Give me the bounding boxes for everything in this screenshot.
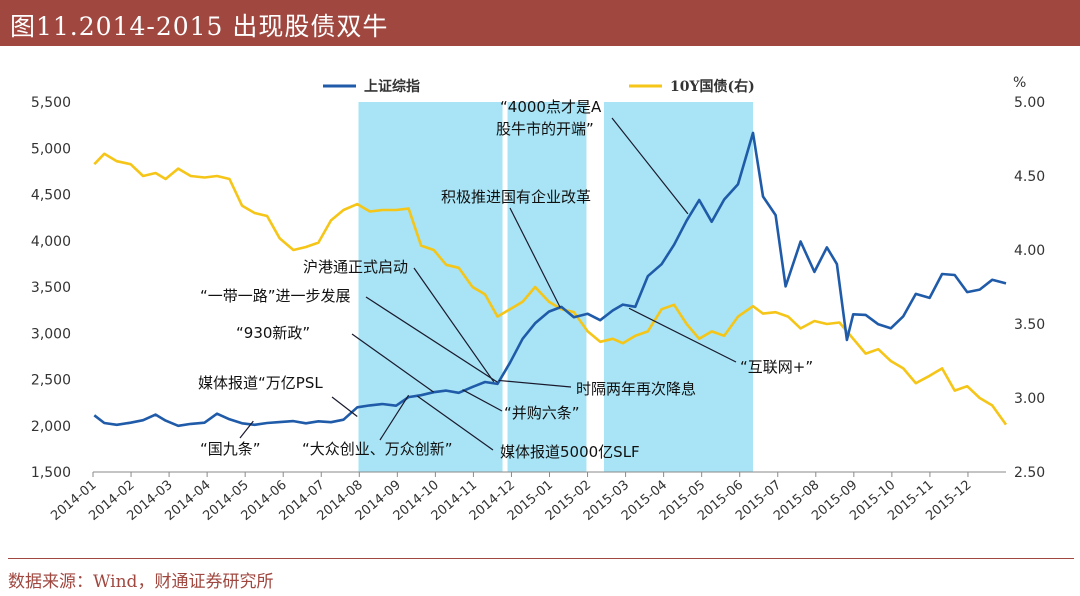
highlight-band [358, 102, 503, 472]
annotation-leader [379, 394, 410, 441]
y-left-tick-label: 1,500 [31, 465, 71, 481]
annotation-leader [239, 420, 254, 439]
y-left-tick-label: 4,000 [31, 234, 71, 250]
annotation-label: “并购六条” [504, 404, 580, 422]
annotation-leader [509, 207, 561, 308]
annotation-leader [413, 267, 495, 383]
y-right-tick-label: 4.00 [1014, 243, 1045, 259]
annotation-label: 时隔两年再次降息 [576, 380, 696, 398]
chart-title: 图11.2014-2015 出现股债双牛 [10, 12, 389, 41]
y-left-tick-label: 3,500 [31, 280, 71, 296]
annotation-leader [417, 395, 494, 451]
y-left-tick-label: 2,500 [31, 373, 71, 389]
y-right-unit: % [1013, 75, 1026, 91]
y-right-tick-label: 2.50 [1014, 465, 1045, 481]
y-left-tick-label: 2,000 [31, 419, 71, 435]
annotation-leader [351, 333, 435, 393]
source-text: 数据来源：Wind，财通证券研究所 [8, 572, 274, 592]
y-right-tick-label: 5.00 [1014, 95, 1045, 111]
y-right-tick-label: 4.50 [1014, 169, 1045, 185]
annotation-leader [498, 379, 572, 388]
annotation-label: “互联网+” [740, 358, 813, 376]
annotation-label: 股牛市的开端” [496, 120, 594, 138]
annotation-label: “4000点才是A [500, 98, 602, 116]
series-line-shanghai [93, 131, 1007, 428]
legend: 上证综指 10Y国债(右) [323, 78, 755, 95]
annotations: “国九条” 媒体报道“万亿PSL “大众创业、万众创新” “930新政” “一带一路”进… [198, 98, 813, 461]
highlight-ranges [358, 102, 754, 472]
highlight-band [507, 102, 587, 472]
annotation-label: 媒体报道5000亿SLF [500, 443, 640, 461]
annotation-leader [365, 296, 498, 383]
y-left-tick-label: 4,500 [31, 188, 71, 204]
title-bar: 图11.2014-2015 出现股债双牛 [0, 0, 1080, 46]
highlight-band [603, 102, 754, 472]
annotation-label: “一带一路”进一步发展 [200, 287, 351, 305]
annotation-label: “国九条” [200, 440, 261, 458]
y-left-tick-label: 3,000 [31, 326, 71, 342]
y-left-tick-label: 5,000 [31, 141, 71, 157]
annotation-label: 媒体报道“万亿PSL [198, 374, 323, 392]
annotation-label: 沪港通正式启动 [303, 258, 408, 276]
source-divider [8, 558, 1074, 559]
annotation-leader [611, 117, 689, 215]
legend-label-shanghai: 上证综指 [364, 78, 420, 95]
legend-label-bond: 10Y国债(右) [670, 78, 755, 95]
series-line-bond [93, 152, 1008, 426]
annotation-label: “930新政” [236, 324, 310, 342]
series-lines [93, 131, 1008, 428]
chart: 2014-012014-022014-032014-042014-052014-… [31, 75, 1045, 524]
annotation-label: “大众创业、万众创新” [302, 440, 453, 458]
y-left-tick-label: 5,500 [31, 95, 71, 111]
annotation-leader [462, 389, 503, 412]
y-right-tick-label: 3.00 [1014, 391, 1045, 407]
annotation-leader [628, 307, 737, 363]
annotation-leader [331, 396, 358, 417]
y-right-tick-label: 3.50 [1014, 317, 1045, 333]
annotation-label: 积极推进国有企业改革 [441, 188, 591, 206]
